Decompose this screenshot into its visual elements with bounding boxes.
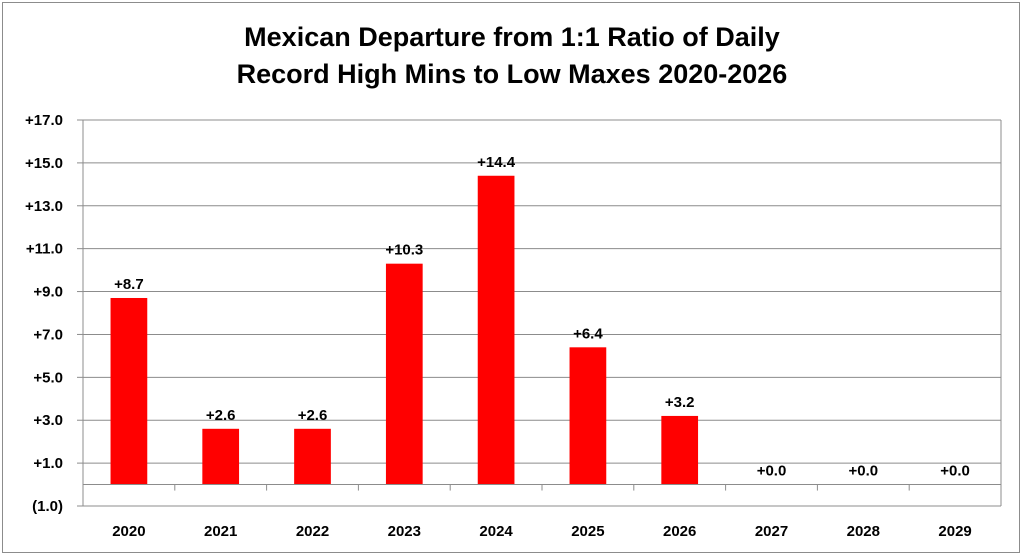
y-tick-label: +15.0 (25, 155, 63, 172)
bar (202, 428, 240, 485)
y-tick-label: +9.0 (33, 284, 63, 301)
y-tick-label: +11.0 (26, 241, 63, 258)
data-label: +0.0 (757, 463, 787, 480)
data-label: +14.4 (477, 154, 516, 171)
bars (110, 175, 699, 485)
bar (385, 263, 423, 485)
y-tick-label: +3.0 (33, 412, 63, 429)
x-tick-label: 2022 (296, 523, 329, 540)
y-tick-label: +7.0 (33, 326, 63, 343)
y-tick-label: +17.0 (25, 112, 63, 129)
x-tick-label: 2021 (204, 523, 237, 540)
x-tick-label: 2029 (938, 523, 971, 540)
x-tick-label: 2020 (112, 523, 145, 540)
y-tick-label: +1.0 (33, 455, 63, 472)
bar (661, 415, 699, 485)
x-tick-label: 2023 (388, 523, 421, 540)
y-tick-label: +13.0 (25, 198, 63, 215)
y-tick-label: +5.0 (33, 369, 63, 386)
y-tick-label: (1.0) (32, 498, 63, 515)
data-label: +8.7 (114, 276, 144, 293)
chart-subtitle: Record High Mins to Low Maxes 2020-2026 (237, 59, 788, 89)
data-label: +2.6 (206, 407, 236, 424)
data-label: +2.6 (298, 407, 328, 424)
bar (477, 175, 515, 485)
labels: (1.0) +1.0 +3.0 +5.0 +7.0 +9.0 +11.0 +13.0 +15.0… (25, 112, 972, 540)
data-label: +10.3 (385, 242, 423, 259)
bar (569, 347, 607, 485)
x-tick-label: 2025 (571, 523, 604, 540)
data-label: +3.2 (665, 394, 695, 411)
x-tick-label: 2027 (755, 523, 788, 540)
chart-title: Mexican Departure from 1:1 Ratio of Dail… (244, 22, 780, 52)
data-label: +6.4 (573, 325, 603, 342)
x-tick-label: 2024 (479, 523, 513, 540)
x-tick-label: 2028 (847, 523, 880, 540)
axes (77, 119, 1002, 507)
x-tick-label: 2026 (663, 523, 696, 540)
bar (110, 297, 148, 485)
data-label: +0.0 (940, 463, 970, 480)
data-label: +0.0 (848, 463, 878, 480)
bar (294, 428, 331, 485)
